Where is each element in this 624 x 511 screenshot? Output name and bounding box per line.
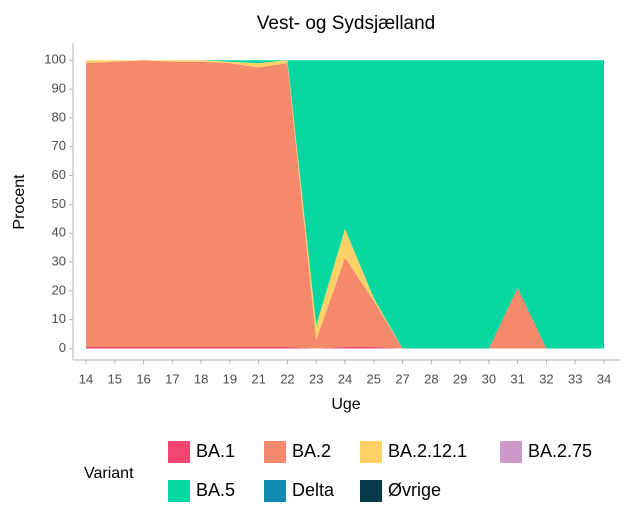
x-tick-label: 19: [223, 371, 237, 386]
legend-title: Variant: [84, 465, 134, 482]
legend-label: BA.1: [196, 441, 235, 461]
y-axis-label: Procent: [11, 174, 28, 230]
y-tick-label: 0: [59, 340, 66, 355]
legend-swatch: [500, 441, 522, 463]
x-tick-label: 30: [482, 371, 496, 386]
x-tick-label: 17: [165, 371, 179, 386]
x-axis-label: Uge: [331, 396, 360, 413]
x-tick-label: 29: [453, 371, 467, 386]
y-tick-label: 80: [52, 109, 66, 124]
legend-swatch: [168, 441, 190, 463]
chart-title: Vest- og Sydsjælland: [257, 13, 436, 34]
area: [86, 347, 604, 349]
y-tick-label: 40: [52, 225, 66, 240]
legend-label: Øvrige: [388, 480, 441, 500]
x-tick-label: 18: [194, 371, 208, 386]
x-tick-label: 15: [108, 371, 122, 386]
legend-swatch: [168, 480, 190, 502]
legend-label: BA.2.12.1: [388, 441, 467, 461]
x-tick-label: 23: [309, 371, 323, 386]
area: [86, 60, 604, 349]
x-tick-label: 32: [539, 371, 553, 386]
x-tick-label: 28: [424, 371, 438, 386]
x-tick-label: 21: [251, 371, 265, 386]
x-tick-label: 31: [510, 371, 524, 386]
y-tick-label: 10: [52, 311, 66, 326]
legend-label: BA.2: [292, 441, 331, 461]
x-tick-label: 22: [280, 371, 294, 386]
area: [86, 60, 604, 349]
x-tick-label: 25: [367, 371, 381, 386]
y-tick-label: 100: [44, 52, 66, 67]
x-tick-label: 27: [395, 371, 409, 386]
legend-label: BA.5: [196, 480, 235, 500]
legend-label: Delta: [292, 480, 335, 500]
y-tick-label: 50: [52, 196, 66, 211]
legend-label: BA.2.75: [528, 441, 592, 461]
x-tick-label: 16: [136, 371, 150, 386]
legend-swatch: [360, 480, 382, 502]
x-tick-label: 14: [79, 371, 93, 386]
x-tick-label: 33: [568, 371, 582, 386]
y-tick-label: 20: [52, 282, 66, 297]
x-tick-label: 24: [338, 371, 352, 386]
y-tick-label: 30: [52, 253, 66, 268]
legend-swatch: [264, 480, 286, 502]
y-tick-label: 60: [52, 167, 66, 182]
y-tick-label: 90: [52, 81, 66, 96]
y-tick-label: 70: [52, 138, 66, 153]
legend-swatch: [264, 441, 286, 463]
x-tick-label: 34: [597, 371, 611, 386]
legend-swatch: [360, 441, 382, 463]
